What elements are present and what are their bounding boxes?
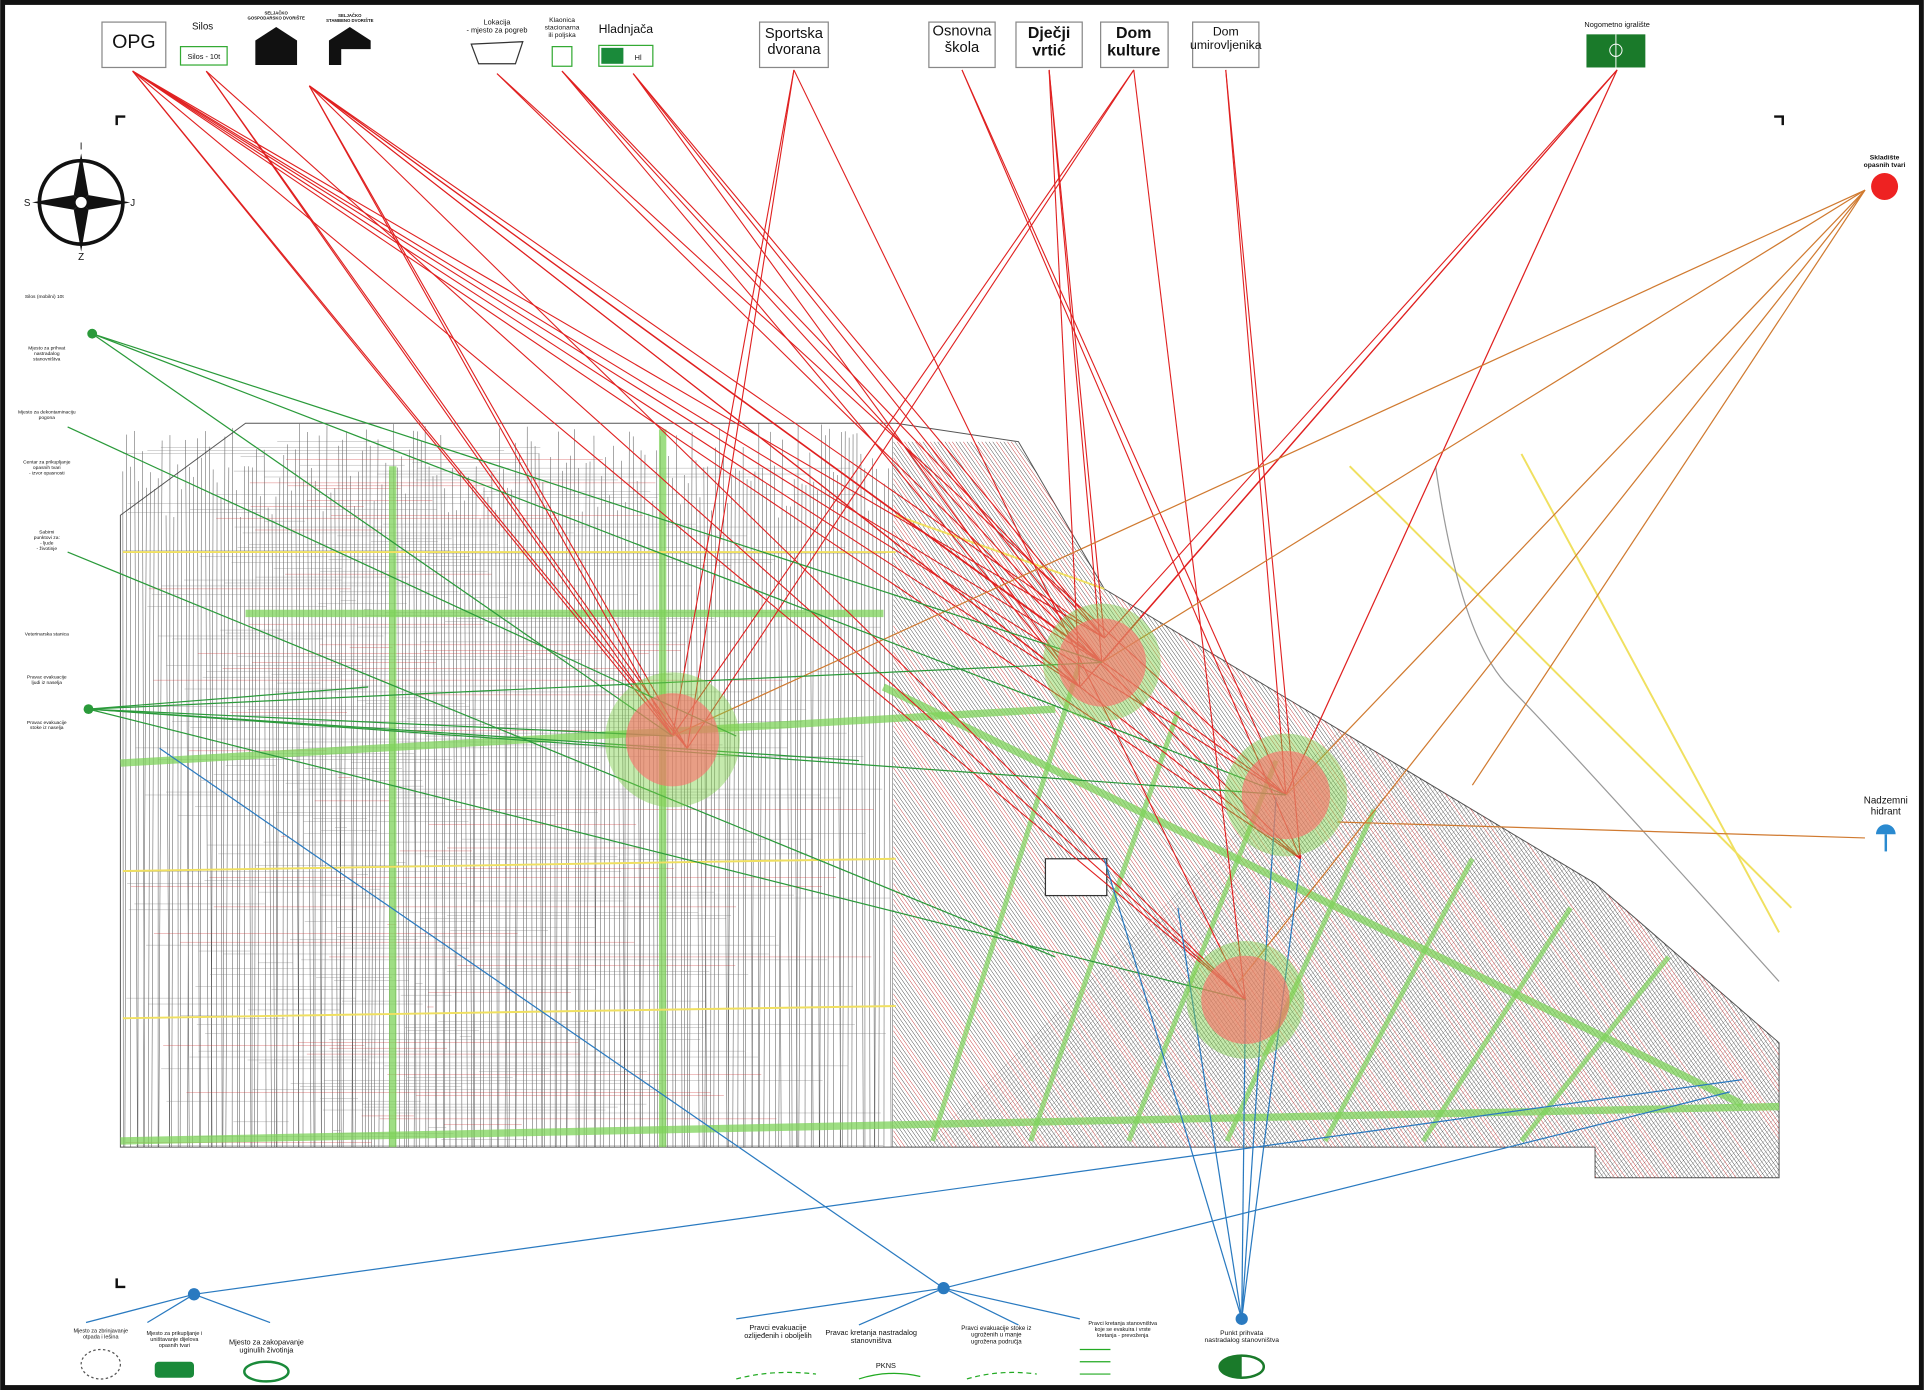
legend-icon [81, 1350, 120, 1379]
legend-icon [244, 1362, 288, 1382]
label: STAMBENO DVORIŠTE [326, 18, 373, 23]
danger-zone [1058, 618, 1146, 706]
label: Dječji [1028, 25, 1071, 42]
label: Osnovna [933, 24, 993, 40]
label: Mjesto za prihvat [28, 346, 66, 352]
label: opasnih tvari [33, 465, 61, 471]
label: Hladnjača [599, 22, 654, 36]
label: Silos - 10t [187, 52, 220, 61]
label: opasnih tvari [1864, 162, 1906, 169]
compass-label: I [80, 142, 83, 153]
label: ugrožena područja [971, 1338, 1022, 1345]
label: punktovi za: [34, 535, 60, 541]
label: Silos [192, 21, 213, 32]
label: - ljude [40, 540, 54, 546]
label: otpada i lešina [83, 1334, 120, 1340]
label: kulture [1107, 43, 1160, 60]
page: {"top_legend":[ {"lines":["OPG"]}, {"lin… [0, 0, 1924, 1390]
label: umirovljenika [1190, 38, 1262, 52]
danger-zone [1242, 751, 1330, 839]
label: stanovništva [33, 356, 60, 362]
label: Nadzemni [1864, 796, 1908, 807]
label: nastradalog [34, 351, 60, 357]
label: škola [945, 40, 980, 56]
label: ozlijeđenih i oboljelih [744, 1331, 812, 1340]
label: Klaonica [549, 17, 575, 24]
label: - mjesto za pogreb [467, 26, 528, 35]
label: ili poljska [548, 32, 576, 39]
burial-icon [471, 42, 523, 64]
label: Pravac evakuacije [27, 674, 67, 680]
label: - izvor opasnosti [29, 471, 65, 477]
map: OPGSilosSilos - 10tSELJAČKOGOSPODARSKO D… [0, 0, 1924, 1390]
slaughter-icon [552, 47, 572, 67]
compass-label: J [130, 198, 135, 209]
label: stacionarna [545, 25, 580, 32]
legend-icon [155, 1362, 194, 1378]
label: Dom [1213, 25, 1239, 39]
label: Sportska [765, 26, 824, 42]
label: Punkt prihvata [1220, 1330, 1263, 1337]
label: hidrant [1871, 806, 1901, 817]
label: Dom [1116, 25, 1151, 42]
label: stanovništva [851, 1336, 893, 1345]
compass-label: Z [78, 252, 84, 263]
label: PKNS [876, 1361, 896, 1370]
label: Centar za prikupljanje [23, 460, 71, 466]
label: Sabirni [39, 530, 54, 536]
compass-label: S [24, 198, 31, 209]
danger-zone [1201, 956, 1289, 1044]
label: dvorana [767, 42, 821, 58]
label: Hl [635, 53, 642, 62]
label: stoke iz naselja [30, 725, 64, 731]
danger-zone [626, 693, 719, 786]
label: Nogometno igralište [1584, 20, 1649, 29]
label: Skladište [1870, 154, 1900, 161]
label: ljudi iz naselja [32, 680, 63, 686]
label: Veterinarska stanica [25, 631, 69, 637]
cold-icon [601, 48, 623, 64]
label: opasnih tvari [159, 1343, 190, 1349]
label: uginulih životinja [239, 1346, 294, 1355]
label: pogona [39, 416, 56, 421]
label: GOSPODARSKO DVORIŠTE [248, 15, 305, 20]
label: - životinje [36, 546, 57, 552]
label: nastradalog stanovništva [1204, 1337, 1279, 1344]
label: vrtić [1032, 43, 1066, 60]
label: kretanja - prevoženja [1097, 1333, 1149, 1339]
hazard-store [1871, 173, 1898, 200]
label: OPG [112, 31, 156, 53]
label: Mjesto za dekontaminaciju [18, 409, 76, 415]
label: Pravac evakuacije [27, 720, 67, 726]
label: Silos (mobilni) 10t [25, 294, 65, 300]
